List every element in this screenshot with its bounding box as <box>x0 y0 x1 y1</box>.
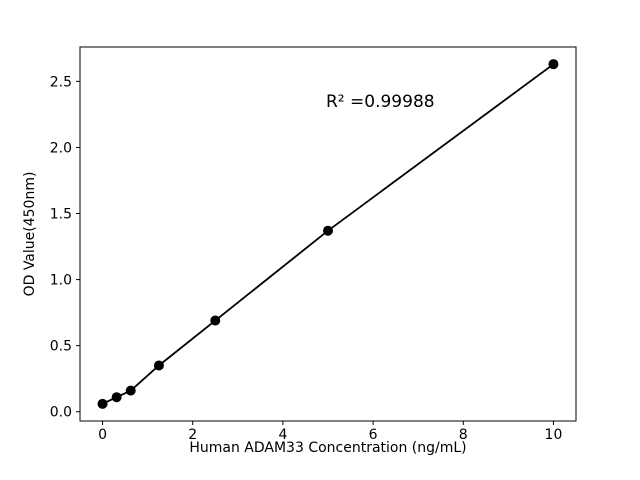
data-point <box>548 59 559 70</box>
data-point <box>153 360 164 371</box>
y-tick-label: 0.0 <box>50 405 72 421</box>
data-point <box>210 315 221 326</box>
data-point <box>323 225 333 236</box>
y-tick-label: 1.0 <box>50 273 72 289</box>
data-point <box>111 392 122 403</box>
axes-box <box>79 46 577 422</box>
x-tick-label: 10 <box>545 427 563 443</box>
data-point <box>125 385 136 396</box>
data-point <box>97 398 108 409</box>
y-tick-label: 2.0 <box>50 140 72 156</box>
x-tick-label: 6 <box>369 427 378 443</box>
x-tick-label: 8 <box>459 427 468 443</box>
x-tick-label: 2 <box>188 427 197 443</box>
x-axis-label: Human ADAM33 Concentration (ng/mL) <box>189 440 467 456</box>
y-tick-label: 2.5 <box>50 74 72 90</box>
r-squared-annotation: R² =0.99988 <box>326 92 435 112</box>
x-tick-label: 4 <box>278 427 287 443</box>
y-tick-label: 1.5 <box>50 207 72 223</box>
y-tick-label: 0.5 <box>50 339 72 355</box>
x-tick-label: 0 <box>98 427 107 443</box>
y-axis-label: OD Value(450nm) <box>22 171 38 297</box>
